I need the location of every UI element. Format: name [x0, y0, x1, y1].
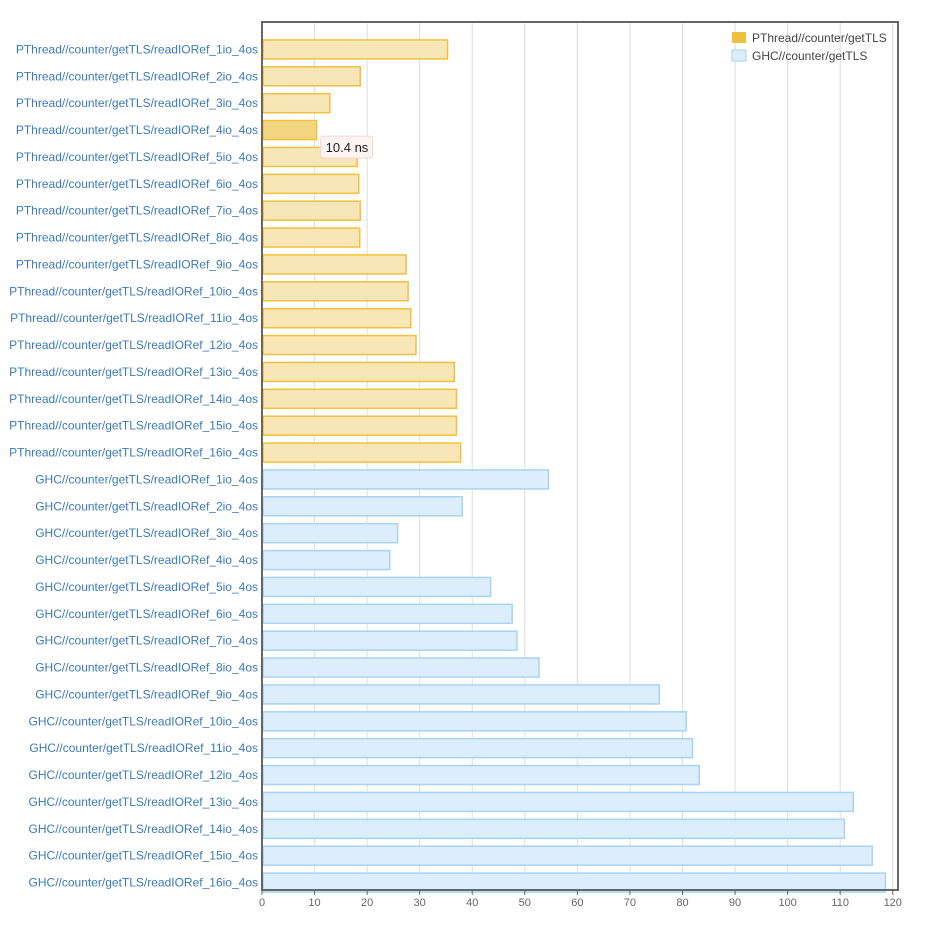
bar-pthread[interactable] — [262, 227, 361, 248]
bar-ghc[interactable] — [262, 845, 873, 866]
bar-ghc[interactable] — [262, 549, 391, 571]
x-tick-label: 60 — [571, 897, 583, 909]
category-label[interactable]: GHC//counter/getTLS/readIORef_1io_4os — [35, 472, 258, 486]
bar-pthread[interactable] — [262, 254, 407, 275]
tooltip: 10.4 ns — [320, 135, 374, 159]
bar-series — [262, 39, 887, 893]
bar-pthread[interactable] — [262, 442, 462, 463]
bar-ghc[interactable] — [262, 630, 518, 651]
legend-swatch-ghc — [731, 49, 747, 62]
category-label[interactable]: PThread//counter/getTLS/readIORef_12io_4… — [9, 338, 258, 352]
category-label[interactable]: PThread//counter/getTLS/readIORef_14io_4… — [9, 392, 258, 406]
category-label[interactable]: PThread//counter/getTLS/readIORef_2io_4o… — [16, 69, 258, 83]
category-label[interactable]: GHC//counter/getTLS/readIORef_11io_4os — [29, 741, 258, 755]
legend: PThread//counter/getTLS GHC//counter/get… — [731, 31, 887, 63]
bar-ghc[interactable] — [262, 711, 687, 732]
category-label[interactable]: PThread//counter/getTLS/readIORef_9io_4o… — [16, 257, 258, 271]
category-label[interactable]: GHC//counter/getTLS/readIORef_5io_4os — [35, 580, 258, 594]
bar-pthread[interactable] — [262, 281, 409, 302]
tooltip-box — [320, 135, 374, 159]
category-label[interactable]: GHC//counter/getTLS/readIORef_10io_4os — [29, 714, 258, 728]
bar-ghc[interactable] — [262, 469, 550, 490]
bar-pthread[interactable] — [262, 92, 331, 114]
category-label[interactable]: GHC//counter/getTLS/readIORef_12io_4os — [29, 768, 258, 782]
category-label[interactable]: GHC//counter/getTLS/readIORef_3io_4os — [35, 526, 258, 540]
bar-pthread[interactable] — [262, 39, 449, 60]
category-label[interactable]: GHC//counter/getTLS/readIORef_2io_4os — [35, 499, 258, 513]
category-label[interactable]: GHC//counter/getTLS/readIORef_15io_4os — [29, 849, 258, 863]
x-tick-label: 30 — [414, 897, 426, 909]
category-label[interactable]: GHC//counter/getTLS/readIORef_4io_4os — [35, 553, 258, 567]
bar-pthread[interactable] — [262, 66, 362, 87]
bar-ghc[interactable] — [262, 818, 846, 840]
category-label[interactable]: PThread//counter/getTLS/readIORef_1io_4o… — [16, 42, 258, 56]
category-label[interactable]: GHC//counter/getTLS/readIORef_8io_4os — [35, 661, 258, 675]
bar-ghc[interactable] — [262, 657, 540, 678]
category-label[interactable]: PThread//counter/getTLS/readIORef_15io_4… — [9, 419, 258, 433]
category-label[interactable]: GHC//counter/getTLS/readIORef_6io_4os — [35, 607, 258, 621]
bar-ghc[interactable] — [262, 603, 513, 625]
x-tick-label: 10 — [308, 897, 320, 909]
bar-ghc[interactable] — [262, 496, 464, 517]
bar-pthread[interactable] — [262, 173, 360, 195]
category-label[interactable]: GHC//counter/getTLS/readIORef_7io_4os — [35, 634, 258, 648]
category-label[interactable]: GHC//counter/getTLS/readIORef_13io_4os — [29, 795, 258, 809]
category-label[interactable]: PThread//counter/getTLS/readIORef_3io_4o… — [16, 96, 258, 110]
bar-pthread[interactable] — [262, 388, 458, 410]
grid-lines — [314, 22, 894, 890]
category-label[interactable]: PThread//counter/getTLS/readIORef_4io_4o… — [16, 123, 258, 137]
bar-pthread[interactable] — [262, 307, 412, 329]
tooltip-text: 10.4 ns — [326, 140, 369, 155]
bar-pthread[interactable] — [262, 415, 458, 436]
category-label[interactable]: PThread//counter/getTLS/readIORef_16io_4… — [9, 446, 258, 460]
x-tick-label: 110 — [831, 897, 849, 909]
category-label[interactable]: PThread//counter/getTLS/readIORef_7io_4o… — [16, 204, 258, 218]
category-label[interactable]: GHC//counter/getTLS/readIORef_16io_4os — [29, 876, 258, 890]
legend-label-ghc[interactable]: GHC//counter/getTLS — [752, 49, 867, 63]
x-tick-label: 0 — [259, 897, 265, 909]
x-tick-label: 20 — [361, 897, 373, 909]
legend-swatch-pthread — [732, 32, 746, 43]
legend-label-pthread[interactable]: PThread//counter/getTLS — [752, 31, 887, 45]
bar-pthread[interactable] — [262, 200, 362, 221]
category-label[interactable]: PThread//counter/getTLS/readIORef_10io_4… — [9, 284, 258, 298]
bar-ghc[interactable] — [262, 737, 694, 759]
bar-pthread[interactable] — [262, 119, 318, 141]
bar-pthread[interactable] — [262, 334, 417, 356]
bar-pthread[interactable] — [262, 361, 456, 383]
category-labels: PThread//counter/getTLS/readIORef_1io_4o… — [9, 42, 258, 889]
x-tick-label: 100 — [778, 897, 796, 909]
category-label[interactable]: PThread//counter/getTLS/readIORef_11io_4… — [10, 311, 258, 325]
bar-ghc[interactable] — [262, 576, 492, 598]
bar-ghc[interactable] — [262, 684, 661, 705]
bar-ghc[interactable] — [262, 764, 701, 786]
category-label[interactable]: GHC//counter/getTLS/readIORef_14io_4os — [29, 822, 258, 836]
x-tick-label: 40 — [466, 897, 478, 909]
x-tick-label: 90 — [729, 897, 741, 909]
x-axis-ticks: 0 10 20 30 40 50 60 70 80 90 100 110 120 — [259, 890, 902, 909]
x-tick-label: 70 — [624, 897, 636, 909]
x-tick-label: 50 — [519, 897, 531, 909]
x-tick-label: 120 — [884, 897, 902, 909]
bar-ghc[interactable] — [262, 522, 399, 544]
category-label[interactable]: PThread//counter/getTLS/readIORef_13io_4… — [9, 365, 258, 379]
category-label[interactable]: PThread//counter/getTLS/readIORef_8io_4o… — [16, 231, 258, 245]
x-tick-label: 80 — [676, 897, 688, 909]
bar-ghc[interactable] — [262, 791, 855, 813]
category-label[interactable]: GHC//counter/getTLS/readIORef_9io_4os — [35, 687, 258, 701]
plot-frame — [261, 21, 899, 891]
category-label[interactable]: PThread//counter/getTLS/readIORef_5io_4o… — [16, 150, 258, 164]
category-label[interactable]: PThread//counter/getTLS/readIORef_6io_4o… — [16, 177, 258, 191]
